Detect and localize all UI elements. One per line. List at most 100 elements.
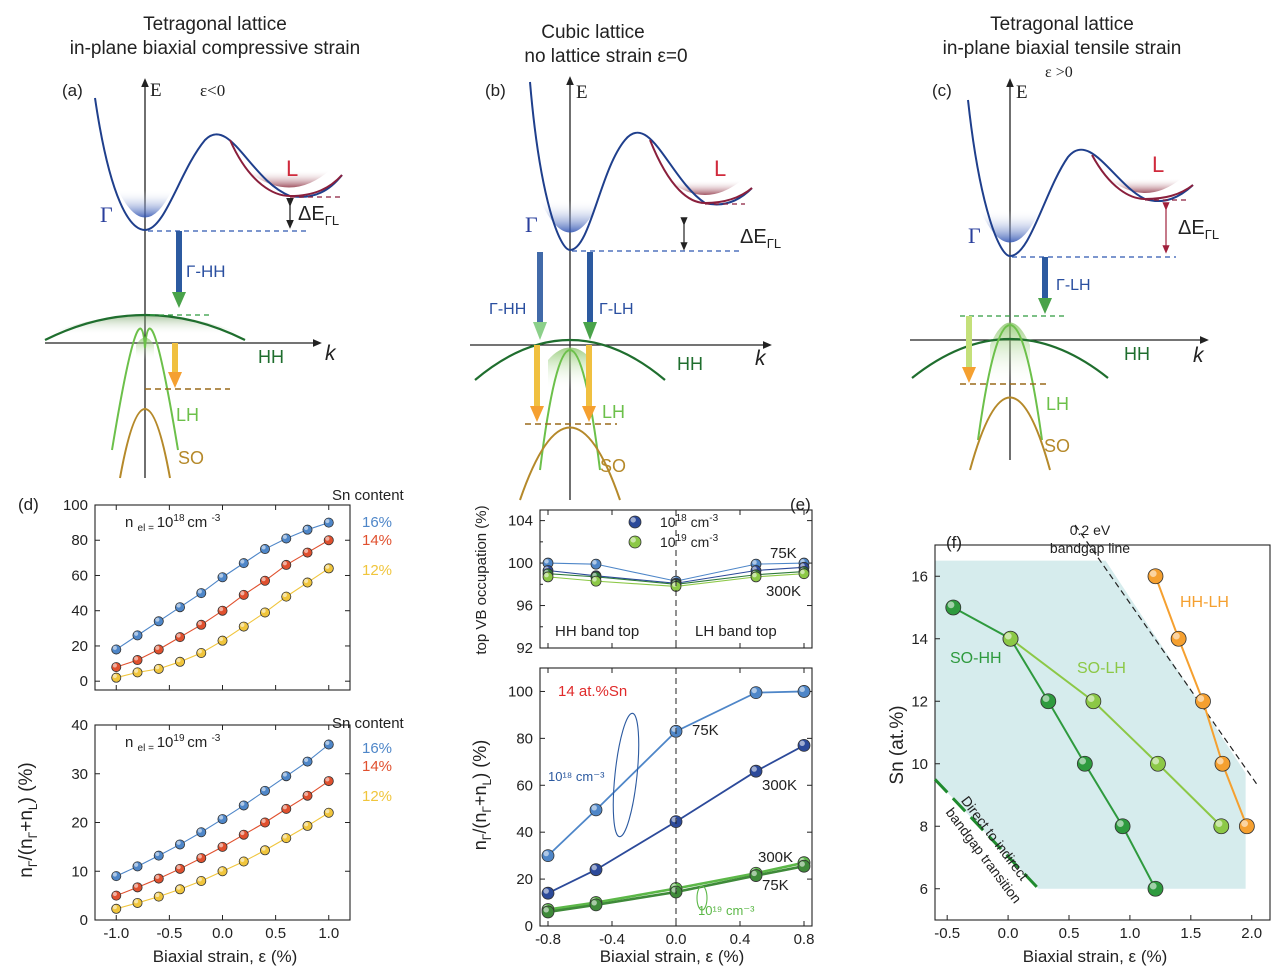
d-bottom-point-body <box>281 771 292 782</box>
d-bottom-point-body <box>132 897 143 908</box>
d-bottom-point <box>217 841 228 852</box>
d-top-point-highlight <box>261 545 266 550</box>
panel-a-gamma-hh-arrow <box>176 231 182 293</box>
d-top-point <box>281 533 292 544</box>
f-xtick-label: 0.0 <box>998 925 1019 942</box>
d-top-point <box>323 535 334 546</box>
f-point-body <box>1150 755 1166 772</box>
f-point-body <box>1147 880 1164 897</box>
d-top-point-highlight <box>240 559 245 564</box>
e-legend-marker <box>628 535 642 549</box>
d-bottom-point-body <box>302 756 313 767</box>
panel-a-l-label: L <box>286 156 298 181</box>
panel-f-line-label-2: bandgap line <box>1050 540 1130 556</box>
d-bottom-point <box>153 850 164 861</box>
e-top-point-body <box>590 575 602 587</box>
d-bottom-series-label: 16% <box>362 740 392 757</box>
d-bottom-point <box>259 785 270 796</box>
e-top-point-highlight <box>544 559 549 564</box>
f-point-highlight <box>1149 570 1157 577</box>
d-bottom-series-label: 14% <box>362 758 392 775</box>
e-bottom-xtick-label: 0.0 <box>666 931 687 948</box>
d-top-point <box>259 544 270 555</box>
d-bottom-point-highlight <box>261 846 266 851</box>
panel-d: (d) nΓ/(nΓ+nL) (%) Biaxial strain, ε (%)… <box>16 487 405 966</box>
f-xtick-label: -0.5 <box>934 925 960 942</box>
d-top-point <box>217 605 228 616</box>
f-point-highlight <box>947 601 955 609</box>
d-bottom-point-highlight <box>304 792 309 797</box>
d-top-series-label: 16% <box>362 514 392 531</box>
d-bottom-point <box>281 771 292 782</box>
panel-a-lh-label: LH <box>176 405 199 425</box>
d-top-point <box>196 619 207 630</box>
f-point <box>1040 693 1057 710</box>
d-bottom-point-body <box>217 814 228 825</box>
e-bottom-point-highlight <box>591 864 597 871</box>
d-bottom-point <box>153 891 164 902</box>
e-top-300k-label: 300K <box>766 583 801 600</box>
e-legend-marker-body <box>628 515 642 529</box>
d-top-point <box>153 663 164 674</box>
d-top-point-body <box>302 524 313 535</box>
d-bottom-point-body <box>259 785 270 796</box>
band-panel-a: Tetragonal lattice in-plane biaxial comp… <box>44 14 360 479</box>
e-bottom-point-body <box>749 764 763 778</box>
e-bottom-point-highlight <box>543 888 549 894</box>
e-bottom-ytick-label: 20 <box>516 871 533 888</box>
e-bottom-xtick-label: 0.4 <box>730 931 751 948</box>
e-top-point-highlight <box>592 577 597 582</box>
d-top-density-annotation: n el = 1018 cm -3 <box>125 513 221 534</box>
d-bottom-xtick-label: 0.0 <box>212 925 233 942</box>
d-bottom-point <box>302 790 313 801</box>
d-top-point-highlight <box>261 577 266 582</box>
panel-c-hh-band <box>911 337 1109 379</box>
d-bottom-point-highlight <box>134 883 139 888</box>
d-bottom-ytick-label: 40 <box>71 717 88 734</box>
d-top-point <box>174 656 185 667</box>
band-panel-b: Cubic lattice no lattice strain ε=0 (b) … <box>470 22 781 501</box>
e-top-point <box>542 557 554 569</box>
d-top-point-body <box>196 588 207 599</box>
d-bottom-point-body <box>174 839 185 850</box>
d-bottom-point-highlight <box>261 818 266 823</box>
e-bottom-300k-label: 300K <box>762 777 797 794</box>
d-top-point-highlight <box>155 665 160 670</box>
d-bottom-ytick-label: 30 <box>71 766 88 783</box>
d-top-point-body <box>323 563 334 574</box>
e-top-point-body <box>590 558 602 570</box>
e-bottom-ytick-label: 60 <box>516 777 533 794</box>
f-line-SO-LH <box>1009 637 1222 827</box>
panel-f: (f) Sn (at.%) Biaxial strain, ε (%) 0.2 … <box>887 522 1271 966</box>
f-point <box>1213 818 1230 835</box>
d-bottom-point-highlight <box>219 867 224 872</box>
e-top-point-highlight <box>752 572 757 578</box>
d-bottom-point <box>238 800 249 811</box>
d-top-point-highlight <box>176 658 181 663</box>
d-bottom-point-body <box>111 871 122 882</box>
f-point <box>1170 630 1187 647</box>
f-point-body <box>1085 693 1102 710</box>
d-top-point-body <box>174 602 185 613</box>
d-bottom-point <box>302 820 313 831</box>
panel-b-lh-band <box>539 349 601 471</box>
f-point-body <box>1147 568 1164 585</box>
panel-c-lh-label: LH <box>1046 394 1069 414</box>
d-bottom-point <box>174 884 185 895</box>
f-point-body <box>1195 693 1211 710</box>
panel-b-so-band <box>519 426 621 501</box>
d-bottom-point-body <box>259 845 270 856</box>
d-top-ytick-label: 40 <box>71 603 88 620</box>
e-top-point-highlight <box>544 572 549 578</box>
e-bottom-point-body <box>589 898 603 912</box>
d-top-series-label: 12% <box>362 562 392 579</box>
d-bottom-xtick-label: -0.5 <box>156 925 182 942</box>
f-point-body <box>1214 755 1231 772</box>
d-top-point-body <box>174 656 185 667</box>
e-bottom-point-highlight <box>591 900 597 906</box>
e-top-point <box>590 558 602 570</box>
d-bottom-point-highlight <box>134 862 139 867</box>
d-top-point-highlight <box>155 645 160 650</box>
d-bottom-point-highlight <box>304 757 309 763</box>
e-top-point-highlight <box>800 569 805 575</box>
